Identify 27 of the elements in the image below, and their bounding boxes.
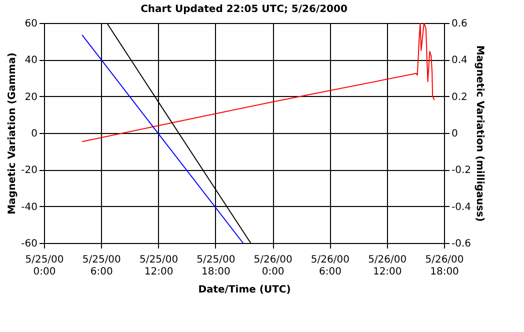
- y-tick-label: -20: [21, 165, 38, 176]
- x-tick-label: 5/26/00 12:00: [368, 254, 407, 278]
- y2-tick-label: 0: [452, 128, 458, 140]
- y-tick-label: -60: [21, 238, 38, 250]
- y-tick-label: 60: [24, 18, 38, 30]
- y-tick-label: -40: [21, 202, 38, 213]
- y2-tick-label: 0.6: [452, 18, 468, 30]
- y-axis-title: Magnetic Variation (Gamma): [7, 52, 18, 214]
- x-tick-label: 5/26/00 6:00: [310, 254, 350, 278]
- y-tick-label: 20: [24, 92, 38, 103]
- y-tick-label: 40: [24, 55, 38, 66]
- x-tick-label: 5/25/00 18:00: [196, 254, 236, 278]
- x-axis-title: Date/Time (UTC): [198, 284, 291, 296]
- y2-tick-label: -0.6: [452, 238, 472, 250]
- y2-axis-title: Magnetic Variation (milligauss): [474, 45, 486, 222]
- y2-tick-label: -0.2: [452, 165, 472, 176]
- x-tick-label: 5/25/00 12:00: [140, 254, 178, 278]
- x-tick-label: 5/25/00 0:00: [25, 254, 64, 278]
- y2-tick-label: 0.4: [452, 55, 468, 66]
- line-series: [82, 23, 435, 142]
- y-tick-label: 0: [31, 128, 38, 140]
- x-tick-label: 5/26/00 18:00: [425, 254, 464, 278]
- x-tick-label: 5/25/00 6:00: [82, 254, 121, 278]
- x-tick-label: 5/26/00 0:00: [254, 254, 292, 278]
- y2-tick-label: 0.2: [452, 92, 468, 103]
- chart-title: Chart Updated 22:05 UTC; 5/26/2000: [140, 4, 348, 15]
- y2-tick-label: -0.4: [452, 202, 472, 213]
